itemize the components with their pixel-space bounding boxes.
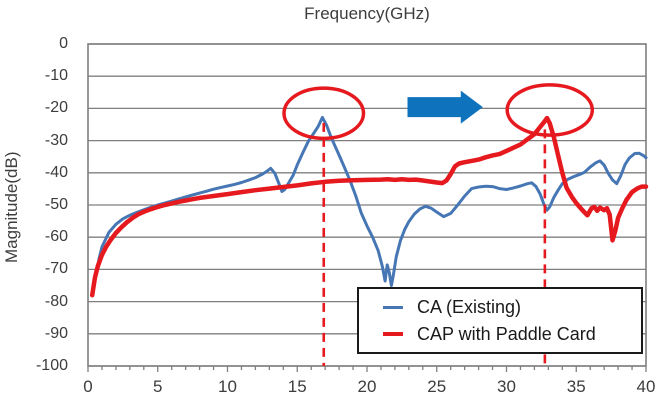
- y-tick-label: -70: [44, 260, 68, 278]
- y-tick-label: -20: [44, 99, 68, 117]
- x-tick-label: 40: [636, 377, 656, 396]
- y-tick-label: -10: [44, 67, 68, 85]
- y-tick-label: -100: [35, 357, 68, 374]
- peak-highlight-ellipse: [282, 86, 366, 141]
- y-tick-label: -50: [44, 196, 68, 213]
- chart-title: Frequency(GHz): [304, 4, 430, 23]
- y-tick-label: -60: [44, 228, 68, 246]
- x-tick-label: 0: [83, 377, 93, 396]
- y-tick-label: -30: [44, 131, 68, 149]
- legend-swatch-blue-line: [383, 305, 403, 309]
- series-line-cap-with-paddle-card: [89, 115, 649, 298]
- y-tick-label: -40: [44, 163, 68, 181]
- legend-label: CAP with Paddle Card: [417, 323, 596, 344]
- legend-label: CA (Existing): [417, 296, 522, 317]
- x-tick-label: 20: [357, 377, 377, 396]
- x-tick-label: 35: [566, 377, 586, 396]
- x-tick-label: 25: [427, 377, 447, 396]
- x-tick-label: 30: [497, 377, 516, 396]
- legend-item-cap-paddle-card: CAP with Paddle Card: [383, 324, 641, 345]
- shift-right-arrow: [407, 90, 483, 124]
- legend-swatch-red-line: [383, 332, 403, 336]
- y-tick-label: -90: [44, 324, 68, 342]
- y-tick-label: -80: [44, 292, 68, 310]
- legend-box: CA (Existing) CAP with Paddle Card: [357, 287, 643, 354]
- x-tick-label: 10: [218, 377, 237, 396]
- legend-item-ca-existing: CA (Existing): [383, 297, 641, 318]
- x-tick-label: 15: [287, 377, 307, 396]
- series-line-ca-existing: [90, 115, 648, 297]
- x-tick-label: 5: [153, 377, 163, 396]
- peak-highlight-ellipse: [505, 83, 595, 137]
- y-tick-label: 0: [59, 35, 68, 52]
